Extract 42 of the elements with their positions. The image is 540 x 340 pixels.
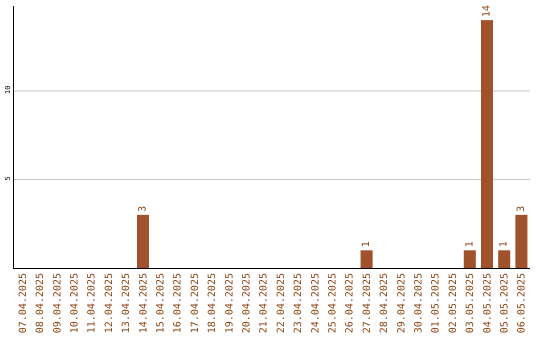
bar bbox=[498, 250, 510, 268]
x-tick-label: 18.04.2025 bbox=[207, 273, 218, 334]
x-tick-label: 08.04.2025 bbox=[35, 273, 46, 334]
x-tick-label: 03.05.2025 bbox=[465, 273, 476, 334]
x-tick-label: 21.04.2025 bbox=[258, 273, 270, 334]
x-tick-label: 27.04.2025 bbox=[362, 273, 373, 334]
x-tick-label: 01.05.2025 bbox=[430, 273, 442, 334]
x-tick-label: 16.04.2025 bbox=[172, 273, 184, 334]
x-tick-label: 25.04.2025 bbox=[327, 273, 338, 334]
data-label: 3 bbox=[138, 206, 148, 212]
x-tick-label: 06.05.2025 bbox=[516, 273, 528, 334]
x-tick-label: 29.04.2025 bbox=[396, 273, 408, 334]
x-tick-label: 17.04.2025 bbox=[190, 273, 201, 334]
data-label: 3 bbox=[516, 206, 527, 212]
x-tick-label: 10.04.2025 bbox=[69, 273, 80, 334]
x-tick-label: 22.04.2025 bbox=[276, 273, 287, 334]
x-tick-label: 07.04.2025 bbox=[18, 273, 29, 334]
data-label: 14 bbox=[482, 5, 492, 18]
x-tick-label: 13.04.2025 bbox=[121, 273, 132, 334]
x-tick-label: 05.05.2025 bbox=[499, 273, 510, 334]
x-tick-label: 04.05.2025 bbox=[482, 273, 494, 334]
bar bbox=[515, 214, 528, 268]
x-tick-label: 24.04.2025 bbox=[310, 273, 322, 334]
data-label: 1 bbox=[498, 241, 510, 248]
x-tick-label: 23.04.2025 bbox=[293, 273, 304, 334]
x-tick-label: 26.04.2025 bbox=[344, 273, 356, 334]
x-tick-label: 14.04.2025 bbox=[138, 273, 150, 334]
x-tick-label: 20.04.2025 bbox=[241, 273, 252, 334]
x-tick-label: 15.04.2025 bbox=[155, 273, 166, 334]
bar bbox=[136, 214, 150, 268]
bar bbox=[360, 250, 373, 268]
x-tick-label: 11.04.2025 bbox=[86, 273, 98, 334]
x-tick-label: 30.04.2025 bbox=[413, 273, 424, 334]
x-tick-label: 19.04.2025 bbox=[224, 273, 236, 334]
data-label: 1 bbox=[464, 241, 476, 248]
bar bbox=[464, 250, 476, 268]
bar bbox=[480, 20, 494, 268]
x-tick-label: 02.05.2025 bbox=[448, 273, 459, 334]
x-tick-label: 09.04.2025 bbox=[52, 273, 64, 334]
x-tick-label: 12.04.2025 bbox=[104, 273, 115, 334]
data-label: 1 bbox=[361, 241, 372, 248]
x-tick-label: 28.04.2025 bbox=[379, 273, 390, 334]
